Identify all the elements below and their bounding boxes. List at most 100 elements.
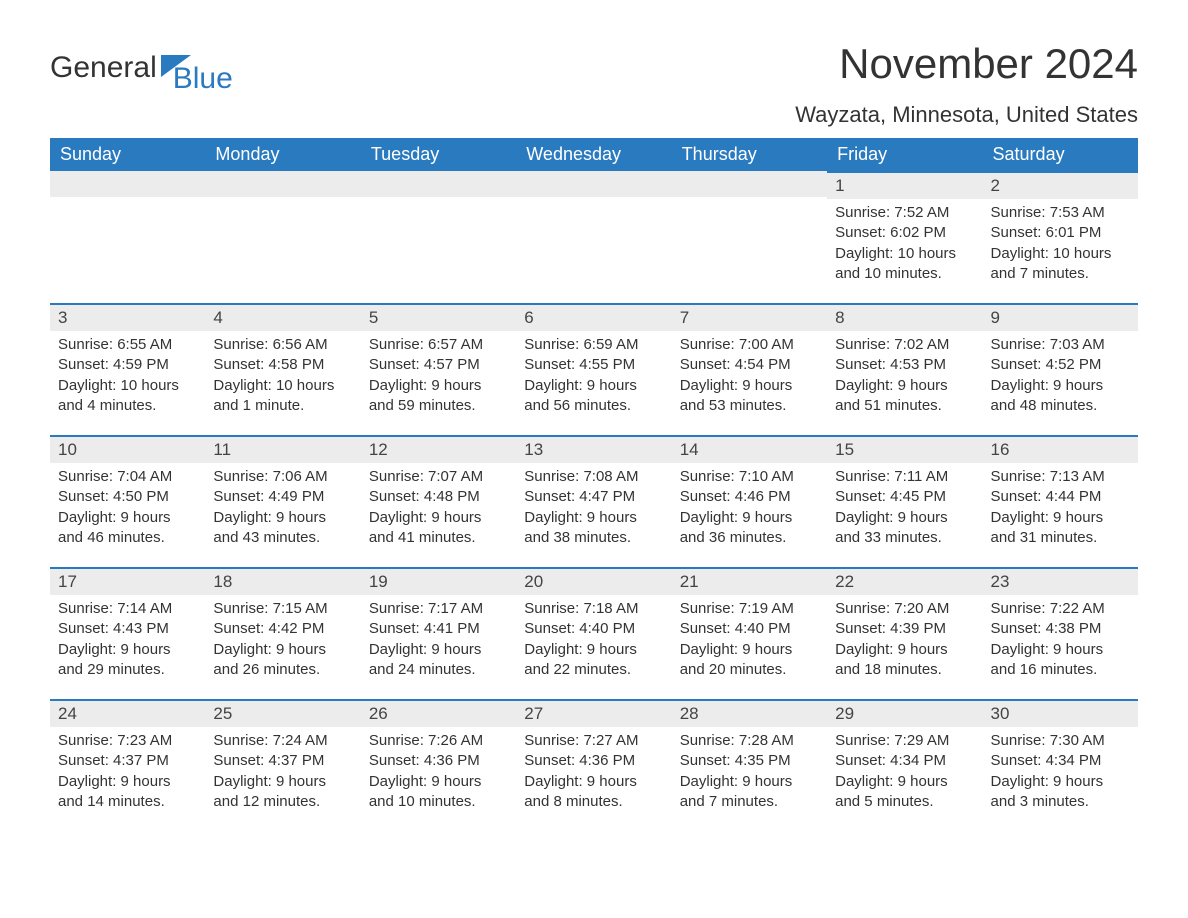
daylight-text: Daylight: 9 hours and 12 minutes. [213, 772, 352, 813]
calendar-table: SundayMondayTuesdayWednesdayThursdayFrid… [50, 138, 1138, 831]
day-body: Sunrise: 7:06 AMSunset: 4:49 PMDaylight:… [205, 463, 360, 556]
page-title: November 2024 [839, 40, 1138, 88]
sunset-text: Sunset: 4:46 PM [680, 487, 819, 507]
day-number: 24 [50, 699, 205, 727]
daylight-text: Daylight: 9 hours and 48 minutes. [991, 376, 1130, 417]
sunrise-text: Sunrise: 7:13 AM [991, 467, 1130, 487]
day-body: Sunrise: 6:57 AMSunset: 4:57 PMDaylight:… [361, 331, 516, 424]
calendar-cell: 4Sunrise: 6:56 AMSunset: 4:58 PMDaylight… [205, 303, 360, 435]
daylight-text: Daylight: 9 hours and 7 minutes. [680, 772, 819, 813]
daylight-text: Daylight: 9 hours and 38 minutes. [524, 508, 663, 549]
day-body: Sunrise: 7:13 AMSunset: 4:44 PMDaylight:… [983, 463, 1138, 556]
day-number: 11 [205, 435, 360, 463]
day-number: 5 [361, 303, 516, 331]
sunset-text: Sunset: 4:47 PM [524, 487, 663, 507]
calendar-cell: 25Sunrise: 7:24 AMSunset: 4:37 PMDayligh… [205, 699, 360, 831]
day-number: 17 [50, 567, 205, 595]
day-number: 10 [50, 435, 205, 463]
day-number: 6 [516, 303, 671, 331]
sunrise-text: Sunrise: 6:59 AM [524, 335, 663, 355]
logo-text-general: General [50, 51, 157, 85]
sunset-text: Sunset: 4:54 PM [680, 355, 819, 375]
sunset-text: Sunset: 4:44 PM [991, 487, 1130, 507]
sunset-text: Sunset: 4:36 PM [524, 751, 663, 771]
blank-day-bar [672, 171, 827, 197]
day-number: 30 [983, 699, 1138, 727]
daylight-text: Daylight: 9 hours and 46 minutes. [58, 508, 197, 549]
sunrise-text: Sunrise: 6:56 AM [213, 335, 352, 355]
calendar-cell [672, 171, 827, 303]
day-number: 29 [827, 699, 982, 727]
calendar-cell: 26Sunrise: 7:26 AMSunset: 4:36 PMDayligh… [361, 699, 516, 831]
day-body: Sunrise: 7:29 AMSunset: 4:34 PMDaylight:… [827, 727, 982, 820]
day-number: 27 [516, 699, 671, 727]
daylight-text: Daylight: 9 hours and 29 minutes. [58, 640, 197, 681]
day-number: 8 [827, 303, 982, 331]
sunrise-text: Sunrise: 7:14 AM [58, 599, 197, 619]
sunrise-text: Sunrise: 7:06 AM [213, 467, 352, 487]
calendar-cell: 22Sunrise: 7:20 AMSunset: 4:39 PMDayligh… [827, 567, 982, 699]
day-body: Sunrise: 7:23 AMSunset: 4:37 PMDaylight:… [50, 727, 205, 820]
sunset-text: Sunset: 4:34 PM [991, 751, 1130, 771]
daylight-text: Daylight: 9 hours and 51 minutes. [835, 376, 974, 417]
calendar-cell: 23Sunrise: 7:22 AMSunset: 4:38 PMDayligh… [983, 567, 1138, 699]
calendar-cell: 3Sunrise: 6:55 AMSunset: 4:59 PMDaylight… [50, 303, 205, 435]
calendar-cell: 7Sunrise: 7:00 AMSunset: 4:54 PMDaylight… [672, 303, 827, 435]
calendar-cell: 5Sunrise: 6:57 AMSunset: 4:57 PMDaylight… [361, 303, 516, 435]
sunrise-text: Sunrise: 7:08 AM [524, 467, 663, 487]
sunset-text: Sunset: 4:40 PM [524, 619, 663, 639]
sunset-text: Sunset: 4:38 PM [991, 619, 1130, 639]
sunrise-text: Sunrise: 7:07 AM [369, 467, 508, 487]
day-number: 22 [827, 567, 982, 595]
blank-day-bar [361, 171, 516, 197]
day-body: Sunrise: 7:22 AMSunset: 4:38 PMDaylight:… [983, 595, 1138, 688]
day-body: Sunrise: 7:07 AMSunset: 4:48 PMDaylight:… [361, 463, 516, 556]
location-text: Wayzata, Minnesota, United States [50, 102, 1138, 128]
daylight-text: Daylight: 9 hours and 22 minutes. [524, 640, 663, 681]
calendar-cell: 28Sunrise: 7:28 AMSunset: 4:35 PMDayligh… [672, 699, 827, 831]
day-body: Sunrise: 7:26 AMSunset: 4:36 PMDaylight:… [361, 727, 516, 820]
day-number: 15 [827, 435, 982, 463]
daylight-text: Daylight: 9 hours and 41 minutes. [369, 508, 508, 549]
sunset-text: Sunset: 4:43 PM [58, 619, 197, 639]
logo-text-blue: Blue [173, 62, 233, 96]
daylight-text: Daylight: 9 hours and 26 minutes. [213, 640, 352, 681]
sunset-text: Sunset: 4:39 PM [835, 619, 974, 639]
day-body: Sunrise: 7:03 AMSunset: 4:52 PMDaylight:… [983, 331, 1138, 424]
sunset-text: Sunset: 4:59 PM [58, 355, 197, 375]
sunset-text: Sunset: 4:37 PM [213, 751, 352, 771]
sunrise-text: Sunrise: 7:30 AM [991, 731, 1130, 751]
calendar-cell [50, 171, 205, 303]
header-row: General Blue November 2024 [50, 40, 1138, 96]
sunset-text: Sunset: 4:58 PM [213, 355, 352, 375]
sunrise-text: Sunrise: 7:22 AM [991, 599, 1130, 619]
day-body: Sunrise: 7:08 AMSunset: 4:47 PMDaylight:… [516, 463, 671, 556]
calendar-cell: 6Sunrise: 6:59 AMSunset: 4:55 PMDaylight… [516, 303, 671, 435]
day-body: Sunrise: 7:10 AMSunset: 4:46 PMDaylight:… [672, 463, 827, 556]
calendar-cell [361, 171, 516, 303]
weekday-header: Tuesday [361, 138, 516, 171]
sunset-text: Sunset: 4:55 PM [524, 355, 663, 375]
day-number: 18 [205, 567, 360, 595]
daylight-text: Daylight: 10 hours and 1 minute. [213, 376, 352, 417]
calendar-cell: 10Sunrise: 7:04 AMSunset: 4:50 PMDayligh… [50, 435, 205, 567]
daylight-text: Daylight: 10 hours and 10 minutes. [835, 244, 974, 285]
day-body: Sunrise: 7:00 AMSunset: 4:54 PMDaylight:… [672, 331, 827, 424]
day-body: Sunrise: 7:24 AMSunset: 4:37 PMDaylight:… [205, 727, 360, 820]
sunrise-text: Sunrise: 7:24 AM [213, 731, 352, 751]
calendar-cell: 11Sunrise: 7:06 AMSunset: 4:49 PMDayligh… [205, 435, 360, 567]
calendar-cell: 8Sunrise: 7:02 AMSunset: 4:53 PMDaylight… [827, 303, 982, 435]
calendar-week-row: 17Sunrise: 7:14 AMSunset: 4:43 PMDayligh… [50, 567, 1138, 699]
calendar-cell: 21Sunrise: 7:19 AMSunset: 4:40 PMDayligh… [672, 567, 827, 699]
day-body: Sunrise: 7:11 AMSunset: 4:45 PMDaylight:… [827, 463, 982, 556]
daylight-text: Daylight: 9 hours and 8 minutes. [524, 772, 663, 813]
day-number: 21 [672, 567, 827, 595]
daylight-text: Daylight: 9 hours and 53 minutes. [680, 376, 819, 417]
day-body: Sunrise: 7:30 AMSunset: 4:34 PMDaylight:… [983, 727, 1138, 820]
calendar-cell: 12Sunrise: 7:07 AMSunset: 4:48 PMDayligh… [361, 435, 516, 567]
daylight-text: Daylight: 9 hours and 14 minutes. [58, 772, 197, 813]
daylight-text: Daylight: 9 hours and 36 minutes. [680, 508, 819, 549]
sunrise-text: Sunrise: 7:26 AM [369, 731, 508, 751]
sunrise-text: Sunrise: 6:57 AM [369, 335, 508, 355]
day-number: 2 [983, 171, 1138, 199]
